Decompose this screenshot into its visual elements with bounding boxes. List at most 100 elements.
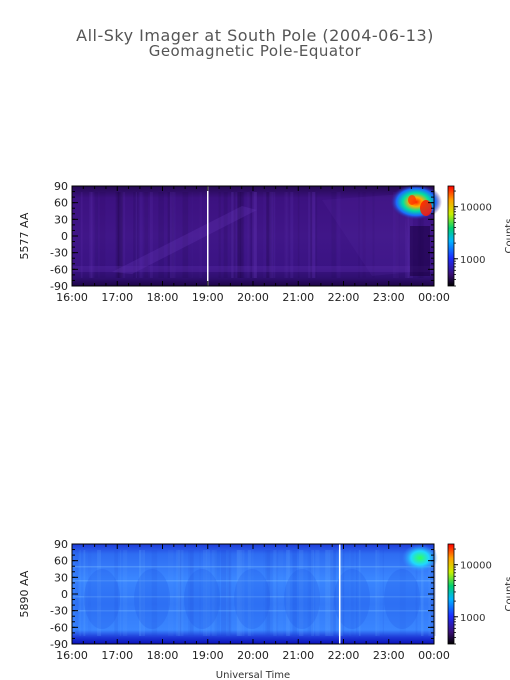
heatmap-streak <box>189 550 194 636</box>
heatmap-streak <box>395 192 400 278</box>
heatmap-streak <box>382 550 384 636</box>
heatmap-streak <box>83 550 86 636</box>
colorbar-label: Counts <box>504 577 510 612</box>
heatmap-streak <box>269 192 276 278</box>
heatmap-background <box>72 544 434 644</box>
x-tick-label: 17:00 <box>101 291 133 304</box>
heatmap-streak <box>331 192 336 278</box>
x-tick-label: 21:00 <box>282 649 314 662</box>
x-tick-label: 00:00 <box>418 649 450 662</box>
heatmap-streak <box>263 550 265 636</box>
heatmap-streak <box>230 192 237 278</box>
heatmap-streak <box>290 192 294 278</box>
heatmap-streak <box>175 550 181 636</box>
heatmap-streak <box>265 550 271 636</box>
heatmap-streak <box>311 192 316 278</box>
heatmap-streak <box>121 192 124 278</box>
heatmap-streak <box>172 192 176 278</box>
heatmap-streak <box>375 550 377 636</box>
x-tick-label: 17:00 <box>101 649 133 662</box>
heatmap-streak <box>158 192 164 278</box>
x-tick-label: 00:00 <box>418 291 450 304</box>
x-tick-label: 18:00 <box>147 649 179 662</box>
heatmap-streak <box>167 192 170 278</box>
heatmap-streak <box>276 550 278 636</box>
heatmap-streak <box>117 192 123 278</box>
heatmap-background <box>72 186 434 286</box>
heatmap-streak <box>307 550 313 636</box>
heatmap-streak <box>250 192 253 278</box>
heatmap-streak <box>133 192 140 278</box>
x-tick-label: 22:00 <box>328 291 360 304</box>
x-tick-label: 19:00 <box>192 649 224 662</box>
heatmap-streak <box>284 192 288 278</box>
heatmap-streak <box>243 550 245 636</box>
heatmap-streak <box>231 192 234 278</box>
chart-title: All-Sky Imager at South Pole (2004-06-13… <box>76 26 434 45</box>
heatmap-band <box>72 580 434 582</box>
heatmap-streak <box>297 192 300 278</box>
heatmap-patch <box>184 569 220 629</box>
heatmap-streak <box>356 550 358 636</box>
heatmap-streak <box>292 550 297 636</box>
heatmap-streak <box>405 192 410 278</box>
heatmap-streak <box>182 192 189 278</box>
heatmap-streak <box>415 550 418 636</box>
heatmap-streak <box>266 192 269 278</box>
heatmap-streak <box>214 550 220 636</box>
heatmap-streak <box>237 550 243 636</box>
heatmap-streak <box>287 550 291 636</box>
heatmap-streak <box>133 192 135 278</box>
heatmap-streak <box>120 192 126 278</box>
heatmap-streak <box>329 550 334 636</box>
y-tick-label: 30 <box>54 213 68 226</box>
heatmap-streak <box>247 550 251 636</box>
x-tick-label: 23:00 <box>373 291 405 304</box>
heatmap-streak <box>231 192 233 278</box>
heatmap-streak <box>205 550 211 636</box>
heatmap-streak <box>228 550 232 636</box>
heatmap-streak <box>180 550 182 636</box>
heatmap-streak <box>325 550 330 636</box>
heatmap-streak <box>309 192 312 278</box>
heatmap-streak <box>292 550 297 636</box>
heatmap-streak <box>376 550 380 636</box>
y-tick-label: -90 <box>50 638 68 651</box>
y-tick-label: -60 <box>50 621 68 634</box>
heatmap-texture <box>80 192 425 278</box>
heatmap-streak <box>89 192 93 278</box>
heatmap-streak <box>199 550 202 636</box>
heatmap-streak <box>341 550 345 636</box>
heatmap-panel-1: 16:00 17:00 18:00 19:00 20:00 21:00 22:00 23:00… <box>18 180 510 304</box>
heatmap-streak <box>169 192 175 278</box>
heatmap-band <box>72 566 434 568</box>
heatmap-streak <box>99 192 106 278</box>
heatmap-band <box>72 266 434 272</box>
y-tick-label: -30 <box>50 247 68 260</box>
heatmap-streak <box>358 192 360 278</box>
heatmap-patch <box>134 569 170 629</box>
heatmap-streak <box>211 550 217 636</box>
y-axis-label: 5890 AA <box>18 570 31 617</box>
heatmap-streak <box>119 550 122 636</box>
heatmap-streak <box>226 550 231 636</box>
heatmap-streak <box>311 192 317 278</box>
y-tick-label: 0 <box>61 588 68 601</box>
heatmap-band <box>72 610 434 612</box>
heatmap-streak <box>202 550 207 636</box>
heatmap-streak <box>115 192 119 278</box>
heatmap-streak <box>285 192 289 278</box>
y-tick-label: 60 <box>54 197 68 210</box>
heatmap-streak <box>249 192 254 278</box>
colorbar-tick-label: 10000 <box>460 203 492 214</box>
heatmap-hotspot <box>402 544 438 572</box>
heatmap-patch <box>384 569 420 629</box>
heatmap-streak <box>178 550 181 636</box>
heatmap-streak <box>358 550 361 636</box>
x-axis-label: Universal Time <box>216 670 290 680</box>
heatmap-dark-region <box>410 226 430 276</box>
heatmap-streak <box>315 550 320 636</box>
heatmap-streak <box>226 550 231 636</box>
heatmap-streak <box>138 550 142 636</box>
heatmap-streak <box>191 192 193 278</box>
